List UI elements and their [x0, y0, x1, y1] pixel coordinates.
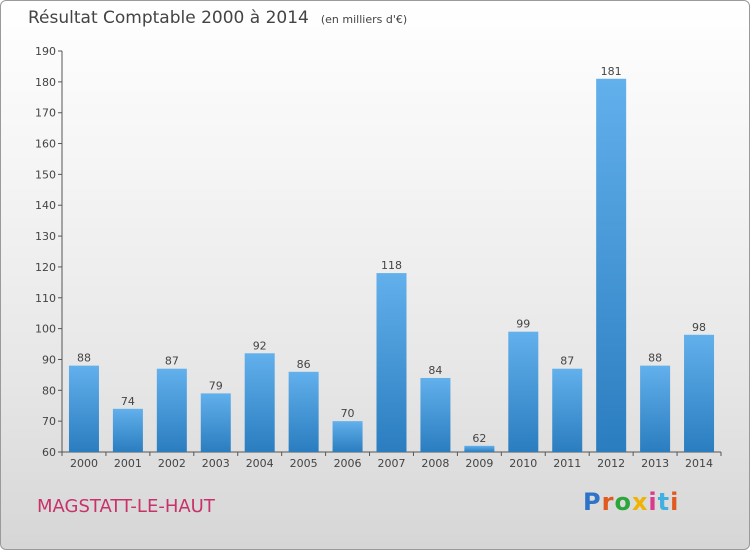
bar-2005 — [288, 371, 319, 452]
value-label-2008: 84 — [428, 364, 442, 377]
chart-title: Résultat Comptable 2000 à 2014 — [28, 8, 309, 28]
y-tick-label: 120 — [35, 261, 56, 274]
brand-letter: i — [670, 488, 680, 516]
y-tick-label: 70 — [42, 415, 56, 428]
value-label-2001: 74 — [121, 395, 135, 408]
y-tick-label: 160 — [35, 138, 56, 151]
y-tick-label: 130 — [35, 230, 56, 243]
bar-2008 — [420, 377, 451, 452]
x-tick-label-2002: 2002 — [158, 457, 186, 470]
y-tick-label: 150 — [35, 168, 56, 181]
value-label-2004: 92 — [253, 339, 267, 352]
y-tick-label: 90 — [42, 353, 56, 366]
y-tick-label: 100 — [35, 323, 56, 336]
bar-2007 — [376, 273, 407, 452]
bar-2002 — [156, 368, 187, 452]
y-tick-label: 180 — [35, 76, 56, 89]
y-tick-label: 140 — [35, 199, 56, 212]
y-tick-label: 80 — [42, 384, 56, 397]
bar-2011 — [552, 368, 583, 452]
x-tick-label-2007: 2007 — [378, 457, 406, 470]
y-tick-label: 60 — [42, 446, 56, 459]
chart-unit: (en milliers d'€) — [320, 13, 408, 26]
value-label-2007: 118 — [381, 259, 402, 272]
value-label-2009: 62 — [472, 432, 486, 445]
brand-letter: i — [648, 488, 658, 516]
value-label-2000: 88 — [77, 352, 91, 365]
y-tick-label: 190 — [35, 45, 56, 58]
bar-2003 — [200, 393, 231, 452]
brand-letter: o — [614, 488, 632, 516]
x-tick-label-2005: 2005 — [290, 457, 318, 470]
brand-logo: Proxiti — [583, 488, 679, 516]
brand-letter: x — [631, 488, 649, 516]
x-tick-label-2006: 2006 — [334, 457, 362, 470]
bar-2013 — [640, 365, 671, 452]
bar-2000 — [68, 365, 99, 452]
commune-name: MAGSTATT-LE-HAUT — [37, 496, 215, 517]
value-label-2003: 79 — [209, 379, 223, 392]
value-label-2002: 87 — [165, 355, 179, 368]
value-label-2005: 86 — [297, 358, 311, 371]
bar-2004 — [244, 353, 275, 452]
x-tick-label-2010: 2010 — [509, 457, 537, 470]
x-tick-label-2003: 2003 — [202, 457, 230, 470]
value-label-2011: 87 — [560, 355, 574, 368]
bar-2014 — [684, 334, 715, 452]
bar-2010 — [508, 331, 539, 452]
bar-2006 — [332, 421, 363, 452]
chart-title-block: Résultat Comptable 2000 à 2014 (en millie… — [28, 8, 407, 28]
x-tick-label-2012: 2012 — [597, 457, 625, 470]
value-label-2006: 70 — [341, 407, 355, 420]
value-label-2010: 99 — [516, 318, 530, 331]
chart-bars: 88 2000 74 2001 87 2002 79 2003 92 2004 86 2005 70 20… — [61, 65, 722, 470]
y-tick-label: 170 — [35, 107, 56, 120]
bar-2012 — [596, 78, 627, 452]
x-tick-label-2001: 2001 — [114, 457, 142, 470]
bar-2001 — [112, 408, 143, 452]
x-tick-label-2013: 2013 — [641, 457, 669, 470]
bar-2009 — [464, 445, 495, 452]
value-label-2012: 181 — [601, 65, 622, 78]
value-label-2014: 98 — [692, 321, 706, 334]
x-tick-label-2011: 2011 — [553, 457, 581, 470]
value-label-2013: 88 — [648, 352, 662, 365]
x-tick-label-2009: 2009 — [465, 457, 493, 470]
brand-letter: r — [601, 488, 615, 516]
x-tick-label-2008: 2008 — [421, 457, 449, 470]
y-tick-label: 110 — [35, 292, 56, 305]
brand-letter: t — [657, 488, 671, 516]
x-tick-label-2014: 2014 — [685, 457, 713, 470]
x-tick-label-2000: 2000 — [70, 457, 98, 470]
brand-letter: P — [583, 488, 602, 516]
x-tick-label-2004: 2004 — [246, 457, 274, 470]
